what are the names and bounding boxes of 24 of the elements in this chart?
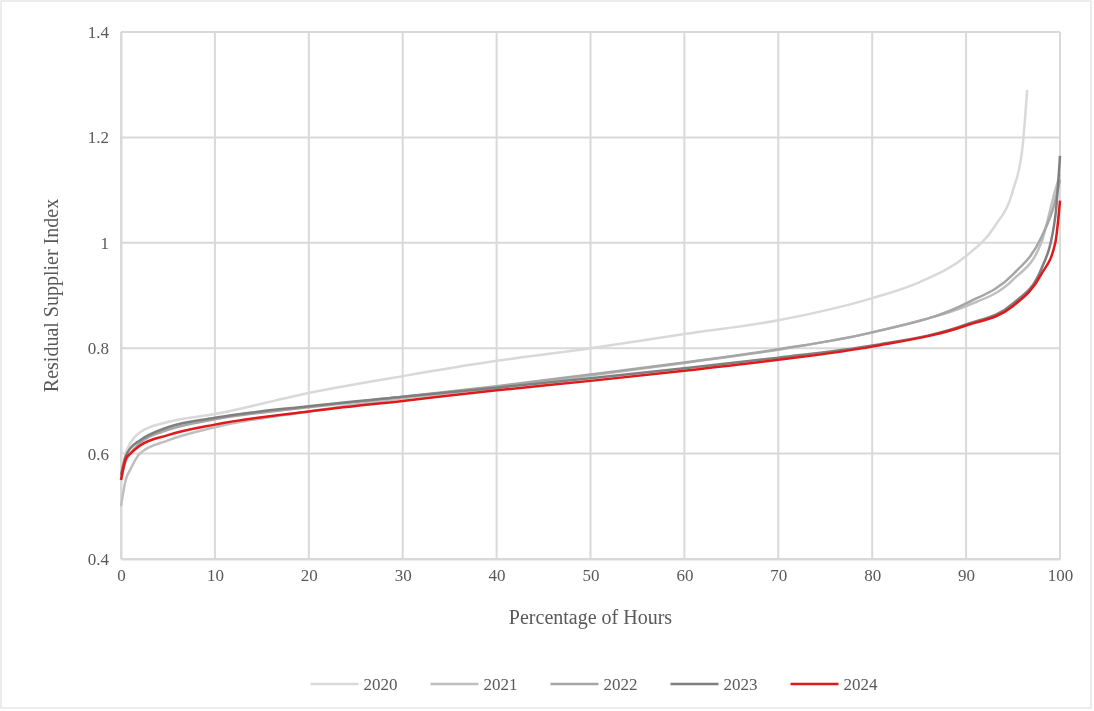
- y-tick-label: 1.4: [87, 22, 110, 42]
- y-tick-label: 1.2: [87, 128, 109, 148]
- legend-label: 2022: [603, 675, 638, 694]
- legend-label: 2023: [723, 675, 758, 694]
- x-tick-label: 40: [488, 566, 506, 586]
- x-tick-label: 20: [300, 566, 318, 586]
- x-tick-label: 80: [864, 566, 882, 586]
- x-tick-label: 100: [1047, 566, 1074, 586]
- x-tick-label: 30: [394, 566, 412, 586]
- x-tick-label: 60: [676, 566, 694, 586]
- x-tick-label: 10: [206, 566, 224, 586]
- y-tick-label: 0.4: [87, 549, 110, 569]
- y-tick-label: 0.8: [87, 339, 109, 359]
- legend-label: 2021: [483, 675, 518, 694]
- y-tick-label: 0.6: [87, 444, 109, 464]
- legend-label: 2024: [843, 675, 878, 694]
- y-tick-label: 1: [100, 233, 109, 253]
- x-tick-label: 90: [958, 566, 976, 586]
- y-axis-title: Residual Supplier Index: [40, 198, 63, 393]
- x-tick-label: 0: [117, 566, 126, 586]
- x-axis-title: Percentage of Hours: [508, 606, 673, 629]
- legend-label: 2020: [363, 675, 398, 694]
- x-tick-label: 50: [582, 566, 600, 586]
- x-tick-label: 70: [770, 566, 788, 586]
